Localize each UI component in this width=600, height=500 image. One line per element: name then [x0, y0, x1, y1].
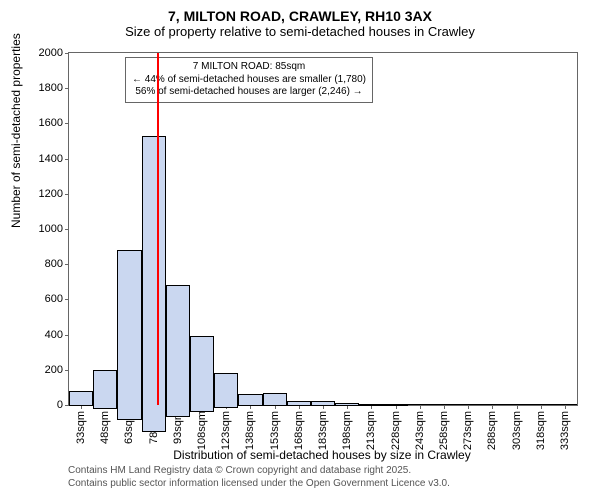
- y-tick-mark: [65, 194, 69, 195]
- x-tick-label: 333sqm: [559, 411, 571, 450]
- histogram-bar-negative: [214, 405, 238, 408]
- histogram-bar-negative: [69, 405, 93, 406]
- histogram-bar: [480, 404, 504, 405]
- annotation-line-2: ← 44% of semi-detached houses are smalle…: [132, 74, 366, 87]
- histogram-bar: [69, 391, 93, 405]
- footer-line-1: Contains HM Land Registry data © Crown c…: [68, 465, 450, 478]
- histogram-bar: [432, 404, 456, 405]
- annotation-line-1: 7 MILTON ROAD: 85sqm: [132, 61, 366, 74]
- footer-line-2: Contains public sector information licen…: [68, 478, 450, 491]
- histogram-bar: [93, 370, 117, 405]
- x-tick-label: 123sqm: [220, 411, 232, 450]
- histogram-bar-negative: [93, 405, 117, 409]
- x-tick-label: 138sqm: [244, 411, 256, 450]
- histogram-bar: [408, 404, 432, 405]
- y-tick-mark: [65, 229, 69, 230]
- y-tick-label: 0: [57, 399, 63, 411]
- plot-area: 7 MILTON ROAD: 85sqm ← 44% of semi-detac…: [68, 52, 578, 406]
- x-tick-label: 198sqm: [341, 411, 353, 450]
- histogram-bar-negative: [335, 405, 359, 406]
- x-tick-label: 288sqm: [486, 411, 498, 450]
- x-tick-mark: [565, 405, 566, 409]
- y-tick-mark: [65, 159, 69, 160]
- y-tick-label: 1200: [39, 188, 63, 200]
- histogram-bar: [190, 336, 214, 405]
- y-tick-mark: [65, 335, 69, 336]
- histogram-bar-negative: [359, 405, 383, 406]
- x-axis-label: Distribution of semi-detached houses by …: [68, 448, 576, 462]
- x-tick-label: 273sqm: [462, 411, 474, 450]
- x-tick-label: 153sqm: [269, 411, 281, 450]
- x-tick-label: 228sqm: [390, 411, 402, 450]
- x-tick-label: 258sqm: [438, 411, 450, 450]
- histogram-bar-negative: [142, 405, 166, 432]
- histogram-bar: [142, 136, 166, 405]
- y-tick-label: 600: [45, 293, 63, 305]
- y-tick-label: 1000: [39, 223, 63, 235]
- histogram-bar-negative: [238, 405, 262, 406]
- histogram-bar: [529, 404, 553, 405]
- histogram-bar: [117, 250, 141, 405]
- property-marker-line: [157, 53, 159, 405]
- x-tick-label: 33sqm: [75, 411, 87, 444]
- y-tick-label: 400: [45, 329, 63, 341]
- histogram-bar-negative: [117, 405, 141, 420]
- y-tick-label: 1400: [39, 153, 63, 165]
- x-tick-mark: [420, 405, 421, 409]
- x-tick-label: 108sqm: [196, 411, 208, 450]
- histogram-bar: [553, 404, 577, 405]
- x-tick-label: 318sqm: [535, 411, 547, 450]
- histogram-bar-negative: [190, 405, 214, 412]
- x-tick-label: 243sqm: [414, 411, 426, 450]
- x-tick-mark: [444, 405, 445, 409]
- x-tick-mark: [492, 405, 493, 409]
- histogram-bar-negative: [166, 405, 190, 417]
- y-tick-mark: [65, 88, 69, 89]
- y-tick-mark: [65, 53, 69, 54]
- histogram-bar-negative: [311, 405, 335, 406]
- y-tick-label: 1600: [39, 117, 63, 129]
- y-axis-label: Number of semi-detached properties: [9, 33, 23, 228]
- y-tick-label: 1800: [39, 82, 63, 94]
- y-tick-label: 2000: [39, 47, 63, 59]
- footer-text: Contains HM Land Registry data © Crown c…: [68, 465, 450, 490]
- x-tick-label: 303sqm: [511, 411, 523, 450]
- y-tick-mark: [65, 123, 69, 124]
- histogram-bar: [238, 394, 262, 405]
- x-tick-label: 183sqm: [317, 411, 329, 450]
- y-tick-label: 200: [45, 364, 63, 376]
- y-tick-label: 800: [45, 258, 63, 270]
- histogram-bar: [214, 373, 238, 405]
- annotation-box: 7 MILTON ROAD: 85sqm ← 44% of semi-detac…: [125, 57, 373, 103]
- x-tick-label: 168sqm: [293, 411, 305, 450]
- x-tick-label: 213sqm: [365, 411, 377, 450]
- x-tick-label: 48sqm: [99, 411, 111, 444]
- histogram-bar-negative: [383, 405, 407, 406]
- chart-title-sub: Size of property relative to semi-detach…: [0, 24, 600, 43]
- x-tick-mark: [517, 405, 518, 409]
- histogram-bar-negative: [263, 405, 287, 406]
- x-tick-mark: [468, 405, 469, 409]
- x-tick-mark: [541, 405, 542, 409]
- y-tick-mark: [65, 299, 69, 300]
- histogram-bar: [263, 393, 287, 405]
- chart-container: 7, MILTON ROAD, CRAWLEY, RH10 3AX Size o…: [0, 0, 600, 500]
- histogram-bar: [166, 285, 190, 405]
- histogram-bar-negative: [287, 405, 311, 406]
- chart-title-main: 7, MILTON ROAD, CRAWLEY, RH10 3AX: [0, 0, 600, 24]
- histogram-bar: [504, 404, 528, 405]
- y-tick-mark: [65, 264, 69, 265]
- y-tick-mark: [65, 370, 69, 371]
- histogram-bar: [456, 404, 480, 405]
- annotation-line-3: 56% of semi-detached houses are larger (…: [132, 86, 366, 99]
